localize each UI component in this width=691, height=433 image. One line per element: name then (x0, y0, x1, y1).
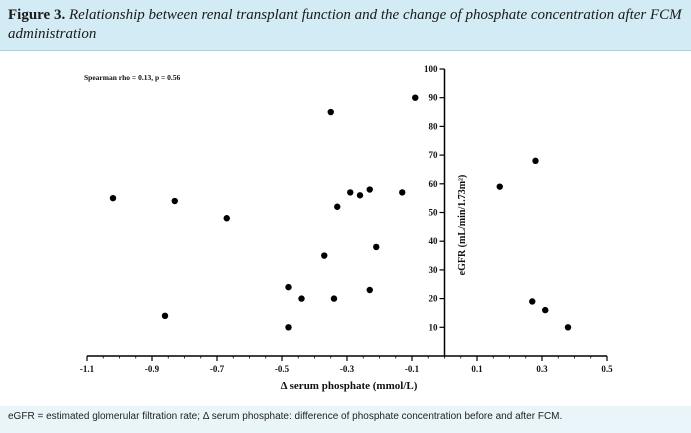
x-tick-label: -0.9 (145, 364, 160, 374)
data-point (161, 312, 169, 320)
y-tick-label: 80 (429, 121, 439, 131)
x-tick-label: -0.7 (210, 364, 225, 374)
data-point (542, 306, 549, 314)
plot-area: Spearman rho = 0.13, p = 0.56 -1.1 -0.9 -0… (0, 51, 691, 406)
data-point (412, 94, 419, 101)
x-tick-label: 0.1 (471, 364, 483, 374)
x-tick-label: -0.5 (275, 364, 290, 374)
data-point (496, 183, 503, 190)
data-point (285, 324, 292, 331)
y-tick-label: 100 (424, 64, 438, 74)
figure-title: Relationship between renal transplant fu… (8, 7, 682, 42)
data-point (347, 189, 354, 196)
data-point (334, 203, 341, 210)
y-tick-label: 30 (429, 265, 439, 275)
data-point (532, 157, 539, 165)
data-point (285, 283, 292, 291)
y-tick-label: 20 (429, 294, 439, 304)
y-tick-label: 60 (429, 179, 439, 189)
tick-marks: -1.1 -0.9 -0.7 -0.5 -0.3 -0.1 0.1 0.3 0.5 10 20 30 4… (80, 64, 613, 374)
caption-bar: Figure 3. Relationship between renal tra… (0, 0, 691, 51)
scatter-chart: Spearman rho = 0.13, p = 0.56 -1.1 -0.9 -0… (80, 64, 613, 392)
data-point (298, 295, 305, 302)
spearman-annotation: Spearman rho = 0.13, p = 0.56 (84, 73, 181, 82)
x-tick-label: -1.1 (80, 364, 95, 374)
y-tick-label: 70 (429, 150, 439, 160)
data-point (109, 194, 117, 202)
data-point (321, 252, 328, 259)
y-tick-label: 40 (429, 236, 439, 246)
footnote: eGFR = estimated glomerular filtration r… (8, 411, 563, 422)
data-point (399, 189, 406, 196)
x-tick-label: 0.5 (601, 364, 613, 374)
data-point (330, 295, 338, 302)
data-point (327, 108, 334, 116)
y-tick-label: 90 (429, 93, 439, 103)
data-point (223, 215, 230, 222)
data-point (366, 286, 373, 294)
x-axis-label: Δ serum phosphate (mmol/L) (281, 380, 418, 392)
figure-label: Figure 3. (8, 7, 66, 23)
data-point (356, 192, 364, 199)
y-axis-label: eGFR (mL/min/1.73m²) (457, 175, 468, 276)
data-points (109, 94, 572, 331)
data-point (564, 324, 572, 331)
data-point (171, 197, 178, 205)
figure-caption: Figure 3. Relationship between renal tra… (8, 6, 683, 44)
x-tick-label: -0.3 (340, 364, 355, 374)
data-point (373, 243, 380, 251)
data-point (366, 186, 373, 193)
data-point (529, 298, 536, 305)
x-tick-label: -0.1 (405, 364, 420, 374)
y-tick-label: 50 (429, 208, 439, 218)
y-tick-label: 10 (429, 322, 439, 332)
x-tick-label: 0.3 (536, 364, 548, 374)
